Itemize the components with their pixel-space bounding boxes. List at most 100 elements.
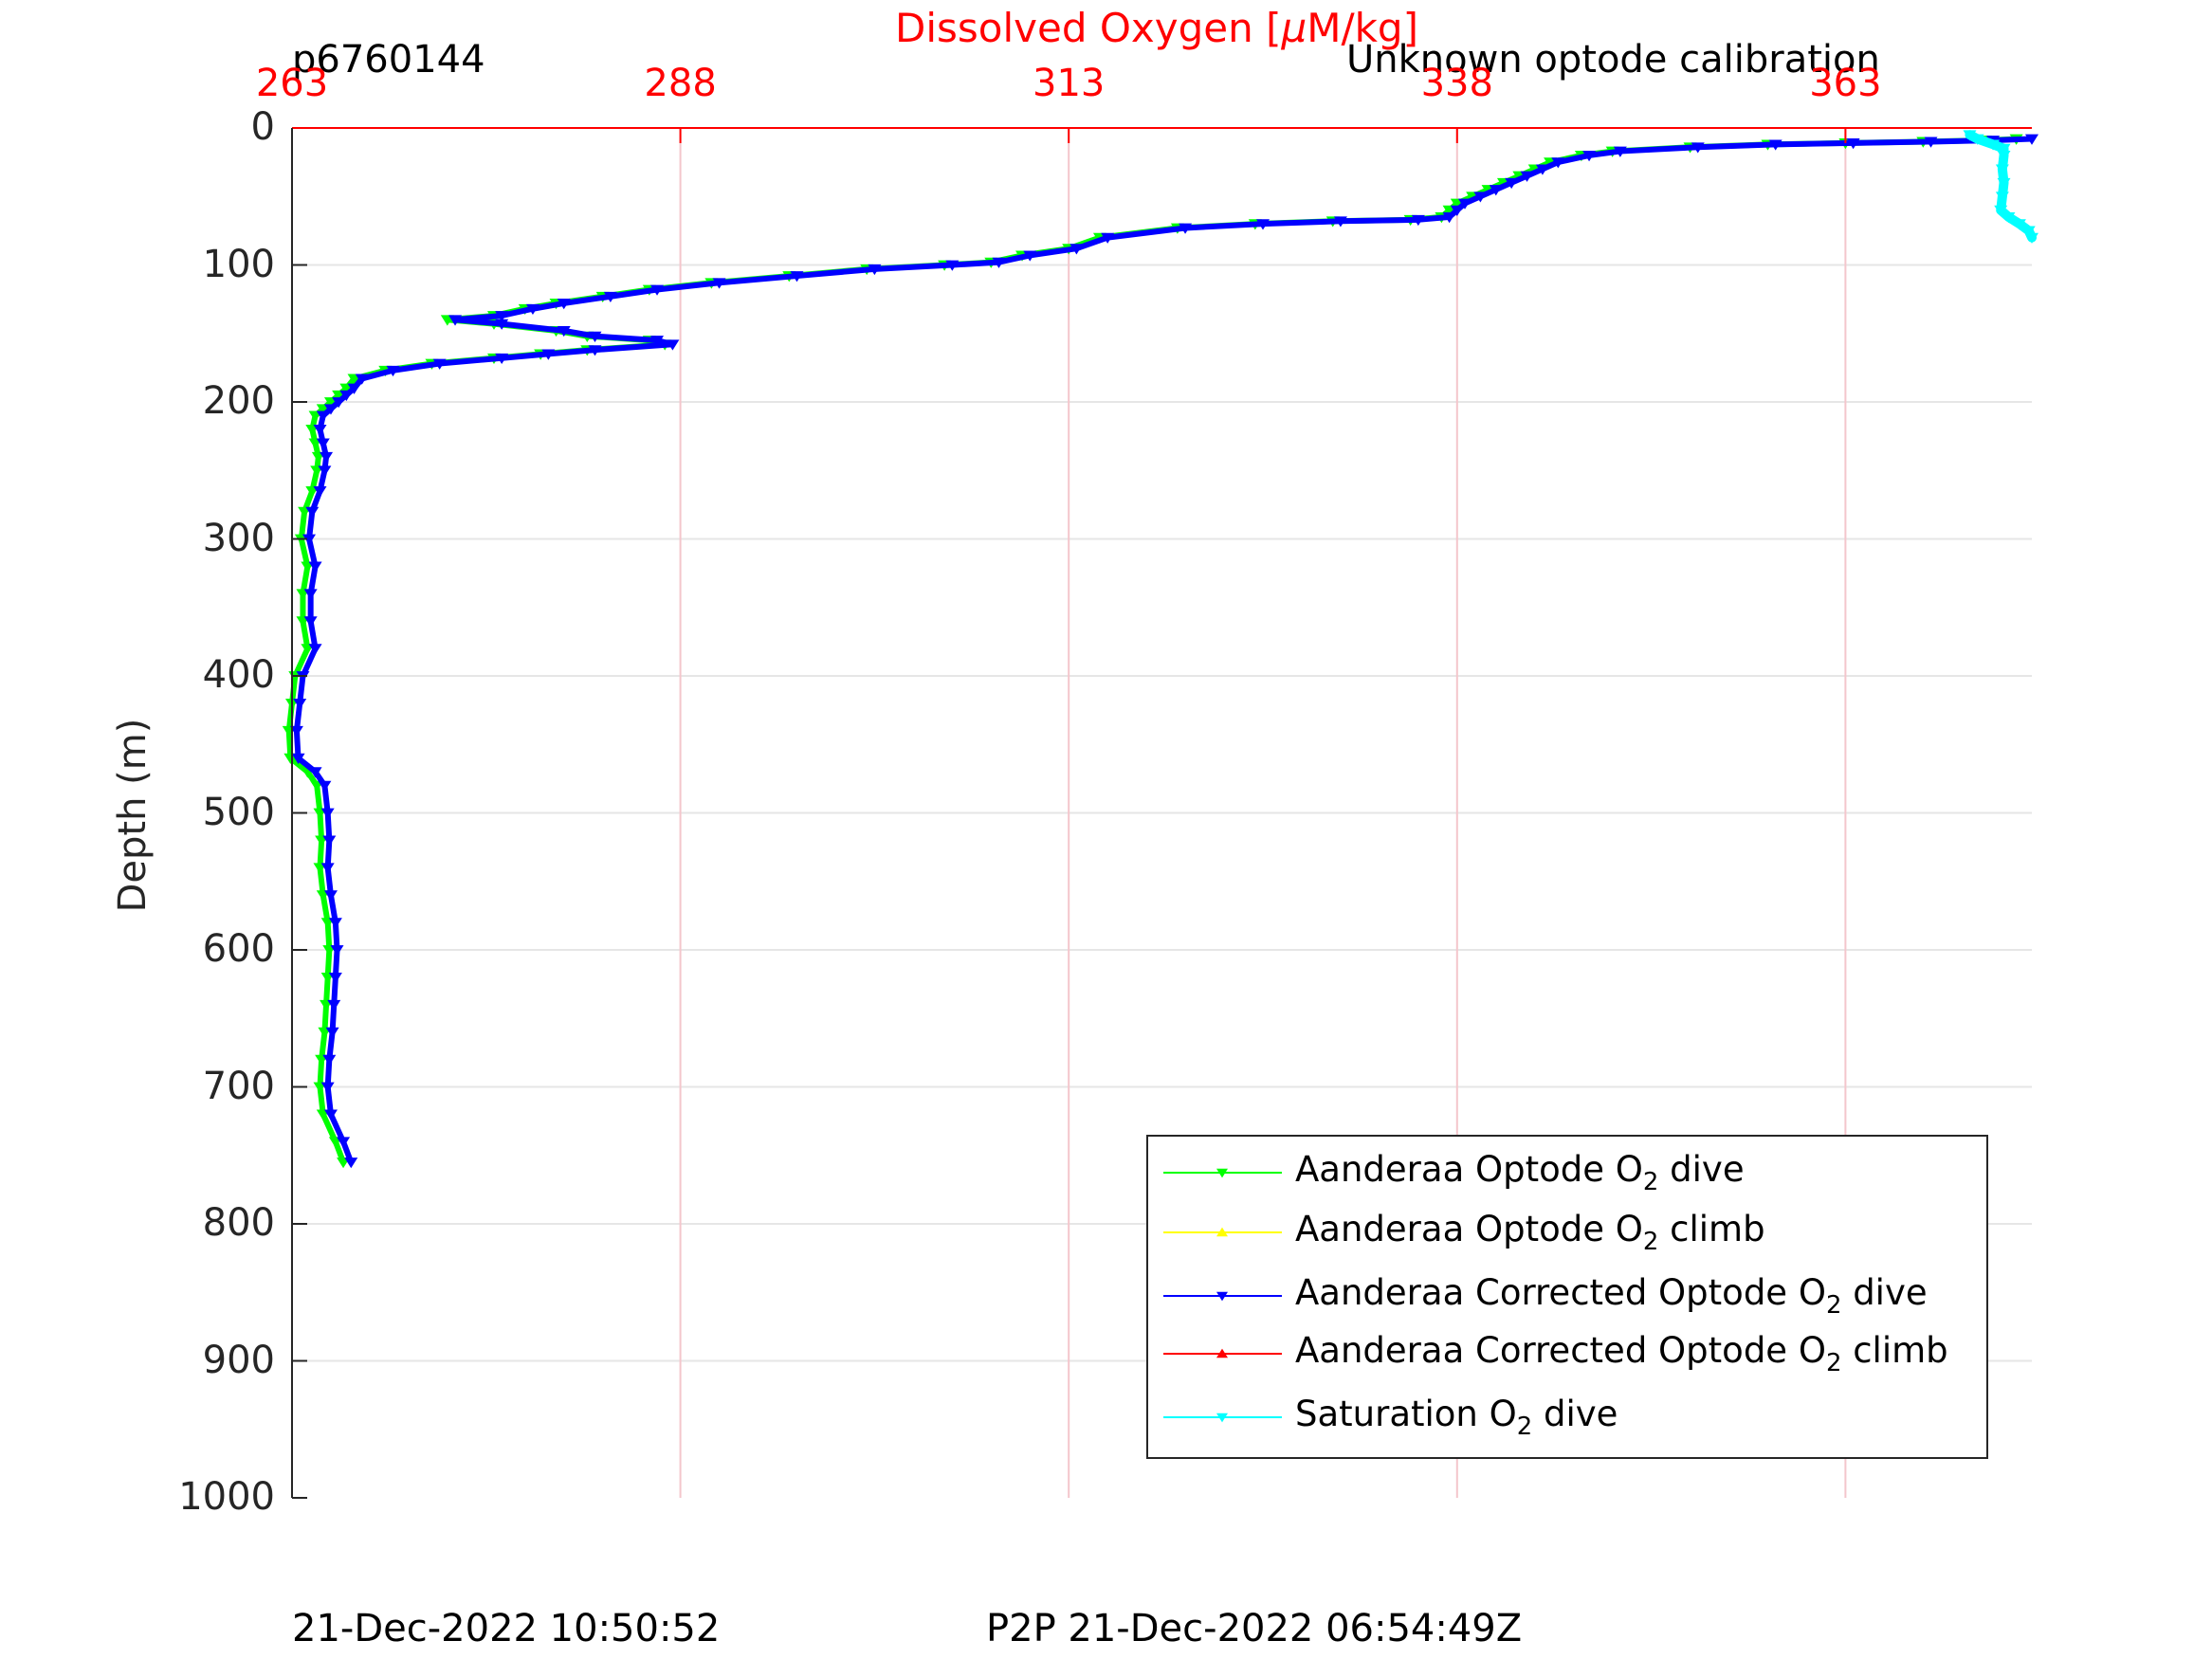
data-point	[1963, 130, 1977, 141]
data-point	[1473, 191, 1488, 203]
data-point	[322, 1054, 337, 1066]
data-point	[557, 325, 571, 337]
series-saturation-o2-dive	[1963, 130, 2038, 244]
legend-entry	[1163, 1413, 1282, 1423]
data-point	[1613, 146, 1627, 157]
data-point	[316, 410, 330, 422]
y-tick-label: 100	[202, 242, 275, 286]
data-point	[1179, 223, 1193, 234]
legend-label: Aanderaa Corrected Optode O2 climb	[1295, 1330, 1948, 1378]
legend-marker	[1216, 1291, 1228, 1302]
data-point	[1442, 212, 1456, 224]
data-point	[313, 425, 327, 436]
data-point	[318, 780, 332, 792]
data-point	[386, 365, 400, 377]
data-point	[1995, 164, 2009, 175]
data-point	[1101, 232, 1115, 244]
y-axis-label: Depth (m)	[111, 718, 155, 913]
data-point	[355, 374, 369, 385]
y-tick-label: 500	[202, 790, 275, 834]
data-point	[1333, 216, 1347, 228]
data-point	[1691, 142, 1705, 154]
data-point	[347, 383, 361, 394]
data-point	[308, 561, 322, 573]
legend-label: Aanderaa Corrected Optode O2 dive	[1295, 1272, 1928, 1321]
data-point	[2012, 219, 2026, 230]
data-point	[320, 451, 334, 464]
data-point	[1069, 244, 1084, 255]
legend-marker	[1216, 1168, 1228, 1178]
data-point	[320, 808, 335, 819]
title-part-after: M/kg]	[1307, 5, 1418, 51]
data-point	[328, 918, 342, 929]
legend-marker	[1216, 1227, 1228, 1237]
data-point	[1023, 250, 1037, 262]
data-point	[327, 999, 341, 1012]
data-point	[330, 945, 344, 957]
series-line	[285, 136, 2020, 1165]
calibration-note: Unknown optode calibration	[1346, 38, 1880, 82]
data-point	[320, 1082, 335, 1093]
legend-entry	[1163, 1291, 1282, 1302]
data-point	[2025, 232, 2038, 244]
data-point	[495, 311, 509, 322]
series-line	[293, 136, 2035, 1165]
data-point	[323, 890, 338, 902]
data-point	[650, 284, 665, 296]
data-point	[1411, 214, 1425, 227]
data-point	[316, 438, 330, 449]
legend-marker	[1216, 1348, 1228, 1358]
x-tick-label: 288	[644, 62, 717, 105]
data-point	[712, 278, 726, 289]
data-point	[1489, 185, 1503, 196]
data-point	[1551, 157, 1565, 169]
data-point	[305, 506, 320, 518]
data-point	[339, 390, 354, 402]
series-aanderaa-corrected-optode-o2-dive	[289, 134, 2038, 1169]
footer-left-timestamp: 21-Dec-2022 10:50:52	[292, 1607, 721, 1650]
data-point	[868, 264, 882, 276]
legend-label: Aanderaa Optode O2 dive	[1295, 1149, 1745, 1197]
data-point	[525, 303, 539, 316]
data-point	[303, 589, 318, 600]
data-point	[790, 271, 804, 283]
x-tick-label: 338	[1420, 62, 1493, 105]
data-point	[1450, 205, 1464, 216]
profile-id: p6760144	[292, 38, 485, 82]
legend-entry	[1163, 1348, 1282, 1358]
data-point	[308, 644, 322, 655]
data-point	[495, 353, 509, 365]
title-part-mu: μ	[1281, 5, 1307, 51]
data-point	[2021, 226, 2036, 237]
y-tick-label: 400	[202, 653, 275, 697]
chart-title: Dissolved Oxygen [μM/kg]	[895, 5, 1418, 51]
series-aanderaa-optode-o2-dive	[282, 134, 2023, 1169]
data-point	[344, 1158, 358, 1169]
footer-right-timestamp: P2P 21-Dec-2022 06:54:49Z	[986, 1607, 1523, 1650]
y-tick-label: 900	[202, 1338, 275, 1382]
data-point	[289, 725, 303, 738]
data-point	[1986, 139, 2001, 151]
data-point	[1505, 177, 1519, 190]
data-point	[432, 358, 447, 370]
data-point	[1995, 191, 2009, 203]
data-point	[323, 404, 338, 415]
x-tick-label: 313	[1033, 62, 1106, 105]
y-tick-label: 800	[202, 1201, 275, 1245]
data-point	[448, 315, 463, 326]
data-point	[332, 397, 346, 409]
data-point	[588, 331, 602, 342]
y-tick-label: 700	[202, 1064, 275, 1108]
y-tick-label: 300	[202, 516, 275, 560]
data-point	[2025, 134, 2038, 145]
legend-entry	[1163, 1168, 1282, 1178]
series-layer	[282, 130, 2038, 1169]
data-point	[1997, 177, 2011, 190]
data-point	[495, 319, 509, 330]
data-point	[293, 699, 307, 710]
data-point	[320, 863, 335, 874]
data-point	[337, 1137, 351, 1148]
data-point	[1520, 171, 1534, 182]
data-point	[945, 260, 960, 271]
